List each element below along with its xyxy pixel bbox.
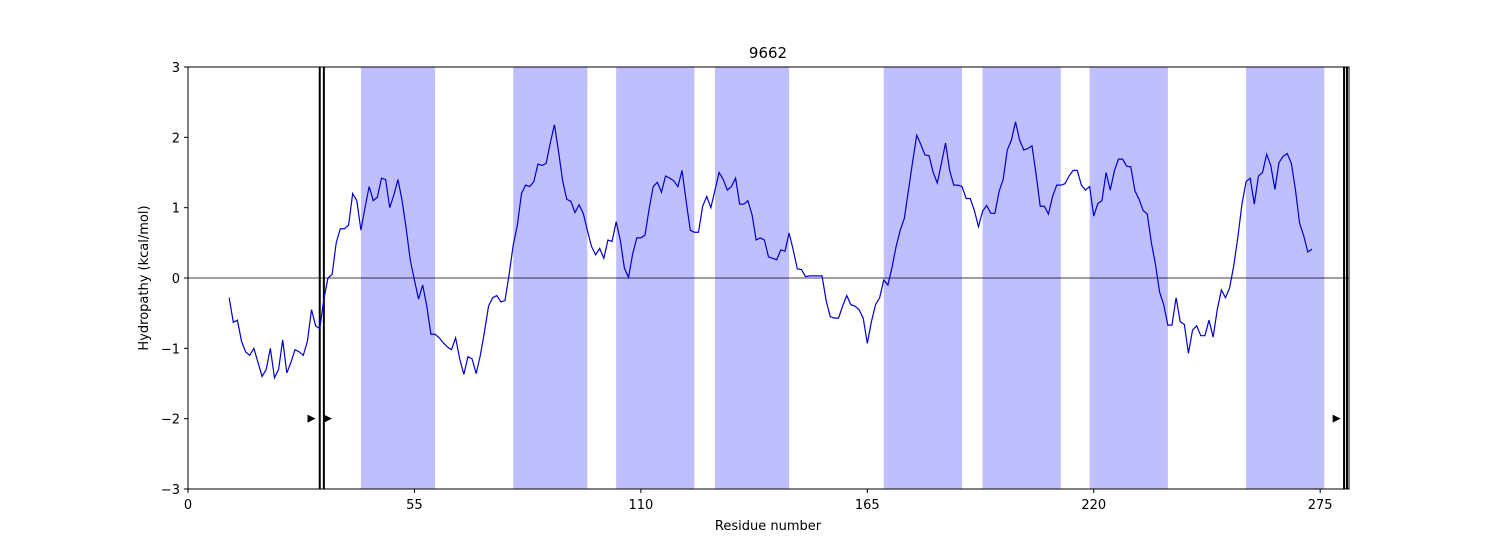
hydropathy-line bbox=[228, 121, 1313, 380]
y-tick-label: 1 bbox=[172, 202, 180, 217]
y-tick-label: 2 bbox=[172, 131, 180, 146]
chart-title: 9662 bbox=[749, 44, 787, 62]
x-axis-label: Residue number bbox=[715, 519, 822, 534]
x-tick-label: 165 bbox=[855, 498, 880, 513]
x-tick-label: 275 bbox=[1308, 498, 1333, 513]
y-tick-label: 0 bbox=[172, 272, 180, 287]
x-tick-label: 0 bbox=[184, 498, 192, 513]
y-tick-label: −1 bbox=[161, 342, 180, 357]
plot-area: −3 −2 −1 0 1 2 3 0 55 110 165 220 275 bbox=[161, 61, 1350, 513]
y-tick-label: −3 bbox=[161, 483, 180, 498]
y-tick-label: 3 bbox=[172, 61, 180, 76]
y-tick-label: −2 bbox=[161, 413, 180, 428]
y-axis-label: Hydropathy (kcal/mol) bbox=[137, 205, 152, 350]
x-tick-label: 55 bbox=[406, 498, 423, 513]
x-tick-label: 220 bbox=[1081, 498, 1106, 513]
marker bbox=[1332, 414, 1341, 423]
marker bbox=[323, 414, 332, 423]
marker bbox=[307, 414, 316, 423]
x-tick-label: 110 bbox=[628, 498, 653, 513]
